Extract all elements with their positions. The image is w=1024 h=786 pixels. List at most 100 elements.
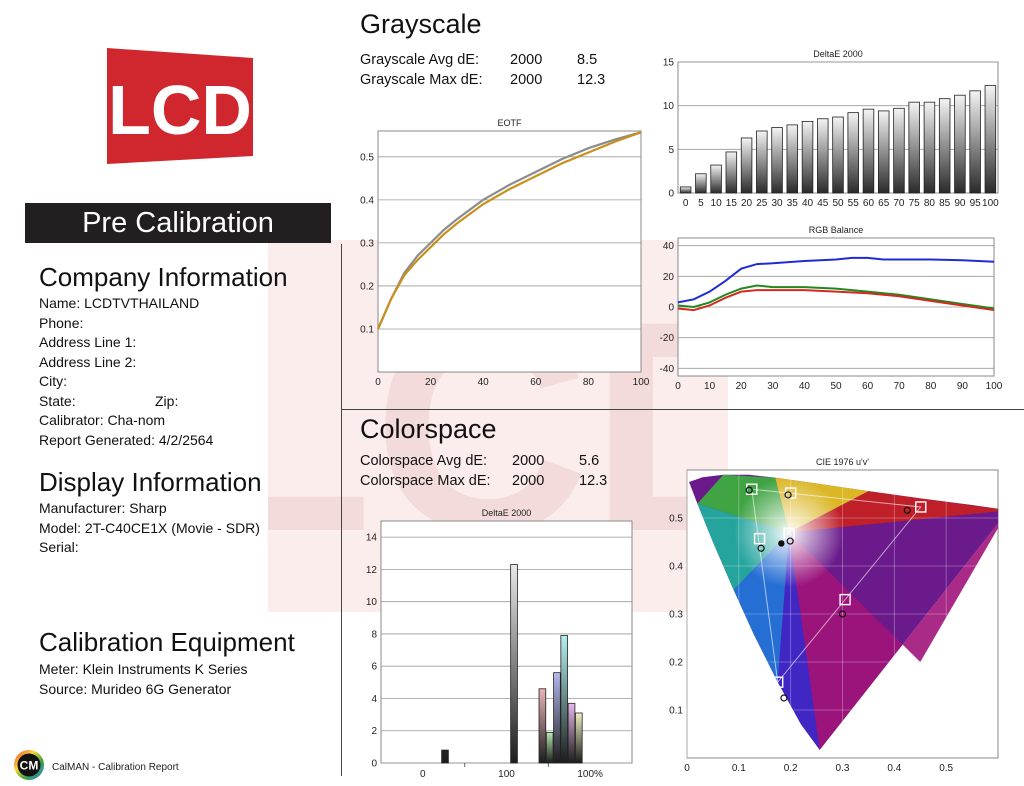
cs-de-bar (441, 749, 449, 764)
gs-de-x-tick: 60 (863, 198, 875, 209)
gs-de-x-tick: 75 (909, 198, 921, 209)
company-city: City: (39, 373, 67, 389)
gs-de-bar (710, 164, 722, 194)
colorspace-max-row: Colorspace Max dE: 2000 12.3 (360, 471, 607, 491)
gs-de-x-tick: 5 (698, 198, 704, 209)
gs-de-x-tick: 10 (711, 198, 723, 209)
gs-de-bar (817, 118, 829, 194)
gs-de-bar (725, 151, 738, 194)
cie-measured-marker (745, 486, 753, 494)
gs-de-bar (984, 85, 997, 194)
company-name: Name: LCDTVTHAILAND (39, 295, 200, 311)
cs-de-y-tick: 10 (366, 597, 378, 608)
gs-de-y-tick: 15 (663, 58, 675, 69)
footer-text: CalMAN - Calibration Report (52, 762, 179, 773)
colorspace-max-label: Colorspace Max dE: (360, 473, 491, 489)
cie-x-tick: 0.2 (784, 763, 798, 774)
gs-de-x-tick: 45 (817, 198, 829, 209)
equipment-meter: Meter: Klein Instruments K Series (39, 661, 248, 677)
colorspace-title: Colorspace (360, 414, 497, 444)
cs-de-y-tick: 2 (371, 726, 377, 737)
display-serial: Serial: (39, 539, 79, 555)
grayscale-avg-label: Grayscale Avg dE: (360, 52, 480, 68)
colorspace-avg-value: 5.6 (579, 453, 600, 469)
colorspace-deltae-chart: DeltaE 2000 0 2 4 6 8 10 12 14 0 100 100% (366, 508, 633, 780)
cie-measured-marker (780, 694, 788, 702)
gs-de-bar (679, 186, 692, 194)
cs-de-y-tick: 6 (371, 662, 377, 673)
cie-target-marker (839, 593, 851, 606)
cs-de-y-tick: 12 (366, 565, 378, 576)
rgb-series-line-2 (677, 289, 995, 312)
eotf-y-tick: 0.5 (360, 152, 374, 163)
cie-x-tick: 0 (684, 763, 690, 774)
eotf-plot-area (377, 130, 642, 373)
cie-y-tick: 0.3 (669, 610, 683, 621)
company-address2: Address Line 2: (39, 353, 137, 370)
cs-de-x-tick: 0 (420, 769, 426, 780)
rgb-series-line-1 (677, 284, 995, 310)
gs-de-x-tick: 40 (802, 198, 814, 209)
eotf-series-line-0 (376, 131, 642, 330)
company-state: State: (39, 392, 76, 409)
eotf-x-tick: 40 (478, 377, 490, 388)
eotf-chart: EOTF 0.1 0.2 0.3 0.4 0.5 0 20 40 60 80 100 (360, 118, 650, 388)
gs-de-x-tick: 30 (771, 198, 783, 209)
gs-de-x-tick: 80 (924, 198, 936, 209)
cs-de-bar (538, 688, 547, 764)
gs-de-bar (969, 90, 981, 194)
eotf-y-tick: 0.4 (360, 195, 374, 206)
rgb-y-tick: 40 (663, 241, 675, 252)
eotf-y-tick: 0.2 (360, 281, 374, 292)
section-divider-vertical (341, 244, 342, 776)
eotf-x-tick: 60 (530, 377, 542, 388)
gs-de-bar (938, 98, 951, 194)
cs-de-title: DeltaE 2000 (482, 508, 532, 518)
cie-measured-marker (784, 491, 792, 499)
rgb-x-tick: 90 (957, 381, 969, 392)
gs-de-bar (832, 116, 844, 194)
gs-de-bar (923, 101, 936, 194)
cie-y-tick: 0.2 (669, 658, 683, 669)
cs-de-bar (510, 564, 518, 764)
rgb-x-tick: 20 (736, 381, 748, 392)
grayscale-avg-row: Grayscale Avg dE: 2000 8.5 (360, 50, 597, 70)
company-state-row: State: Zip: (39, 392, 213, 412)
cie-title: CIE 1976 u'v' (816, 457, 869, 467)
rgb-y-tick: -20 (660, 333, 675, 344)
gs-de-x-tick: 35 (787, 198, 799, 209)
gs-de-bar (756, 130, 768, 194)
gs-de-bar (801, 120, 814, 194)
grayscale-max-label: Grayscale Max dE: (360, 72, 483, 88)
cs-de-plot-area (380, 520, 633, 764)
gs-de-bar (695, 173, 707, 194)
rgb-x-tick: 100 (986, 381, 1002, 392)
gs-de-title: DeltaE 2000 (813, 49, 863, 59)
gs-de-x-tick: 100 (982, 198, 999, 209)
grayscale-max-std: 2000 (510, 72, 543, 88)
cie-white-point (778, 540, 785, 547)
gs-de-y-tick: 10 (663, 101, 675, 112)
eotf-x-tick: 20 (425, 377, 437, 388)
rgb-y-tick: 0 (668, 303, 674, 314)
cie-target-marker (753, 532, 766, 545)
cs-de-x-tick: 100% (577, 769, 603, 780)
gs-de-x-tick: 70 (893, 198, 905, 209)
company-report-date: Report Generated: 4/2/2564 (39, 431, 214, 448)
colorspace-avg-std: 2000 (512, 453, 545, 469)
cie-measured-marker (757, 544, 765, 552)
eotf-y-tick: 0.1 (360, 324, 374, 335)
rgb-balance-chart: RGB Balance -40 -20 0 20 40 0 10 20 30 40 50 60 70 80 9… (660, 225, 1002, 392)
gs-de-x-tick: 95 (970, 198, 982, 209)
eotf-y-tick: 0.3 (360, 238, 374, 249)
rgb-x-tick: 70 (894, 381, 906, 392)
cs-de-bar (545, 731, 554, 764)
cs-de-bar (560, 635, 569, 764)
display-manufacturer: Manufacturer: Sharp (39, 500, 167, 516)
gs-de-x-tick: 20 (741, 198, 753, 209)
rgb-series-line-0 (677, 256, 995, 304)
rgb-x-tick: 60 (862, 381, 874, 392)
cie-x-tick: 0.4 (887, 763, 901, 774)
gs-de-x-tick: 55 (848, 198, 860, 209)
colorspace-max-std: 2000 (512, 473, 545, 489)
